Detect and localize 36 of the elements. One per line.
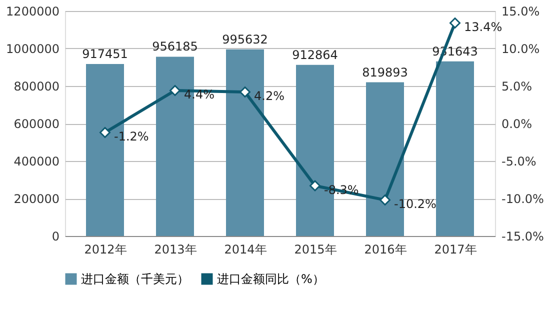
x-tick-label: 2017年 — [434, 242, 477, 256]
point — [100, 127, 110, 138]
legend-label: 进口金额（千美元） — [81, 272, 189, 286]
y-tick-label: 0 — [52, 230, 60, 244]
point — [310, 180, 320, 192]
x-tick-label: 2012年 — [84, 242, 127, 256]
x-tick-label: 2013年 — [154, 242, 197, 256]
x-tick-label: 2016年 — [364, 242, 407, 256]
y2-tick-label: -10.0% — [502, 192, 544, 206]
y2-tick-label: -15.0% — [502, 230, 544, 244]
x-tick-label: 2014年 — [224, 242, 267, 256]
data-label: 995632 — [222, 32, 268, 46]
point — [240, 86, 250, 98]
y2-tick-label: 15.0% — [502, 4, 540, 18]
data-label: 917451 — [82, 46, 128, 61]
data-label: 956185 — [152, 40, 198, 54]
y2-tick-label: -5.0% — [502, 154, 536, 168]
y-tick-label: 1000000 — [6, 42, 60, 56]
y2-tick-label: 5.0% — [502, 80, 532, 94]
point — [380, 194, 390, 206]
y-tick-label: 600000 — [14, 117, 60, 131]
point — [450, 18, 460, 28]
data-label: 819893 — [362, 65, 408, 80]
x-tick-label: 2015年 — [294, 242, 337, 256]
bar — [436, 61, 474, 236]
y-tick-label: 400000 — [14, 154, 60, 168]
point — [170, 85, 180, 96]
y2-tick-label: 10.0% — [502, 42, 540, 56]
y-tick-label: 800000 — [14, 80, 60, 94]
y2-tick-label: 0.0% — [502, 117, 532, 131]
data-label: 912864 — [292, 48, 338, 62]
legend-label: 进口金额同比（%） — [217, 272, 324, 286]
y-tick-label: 1200000 — [6, 4, 60, 18]
data-label: 13.4% — [464, 20, 502, 34]
data-label: -8.3% — [324, 182, 359, 197]
y-tick-label: 200000 — [14, 192, 60, 206]
